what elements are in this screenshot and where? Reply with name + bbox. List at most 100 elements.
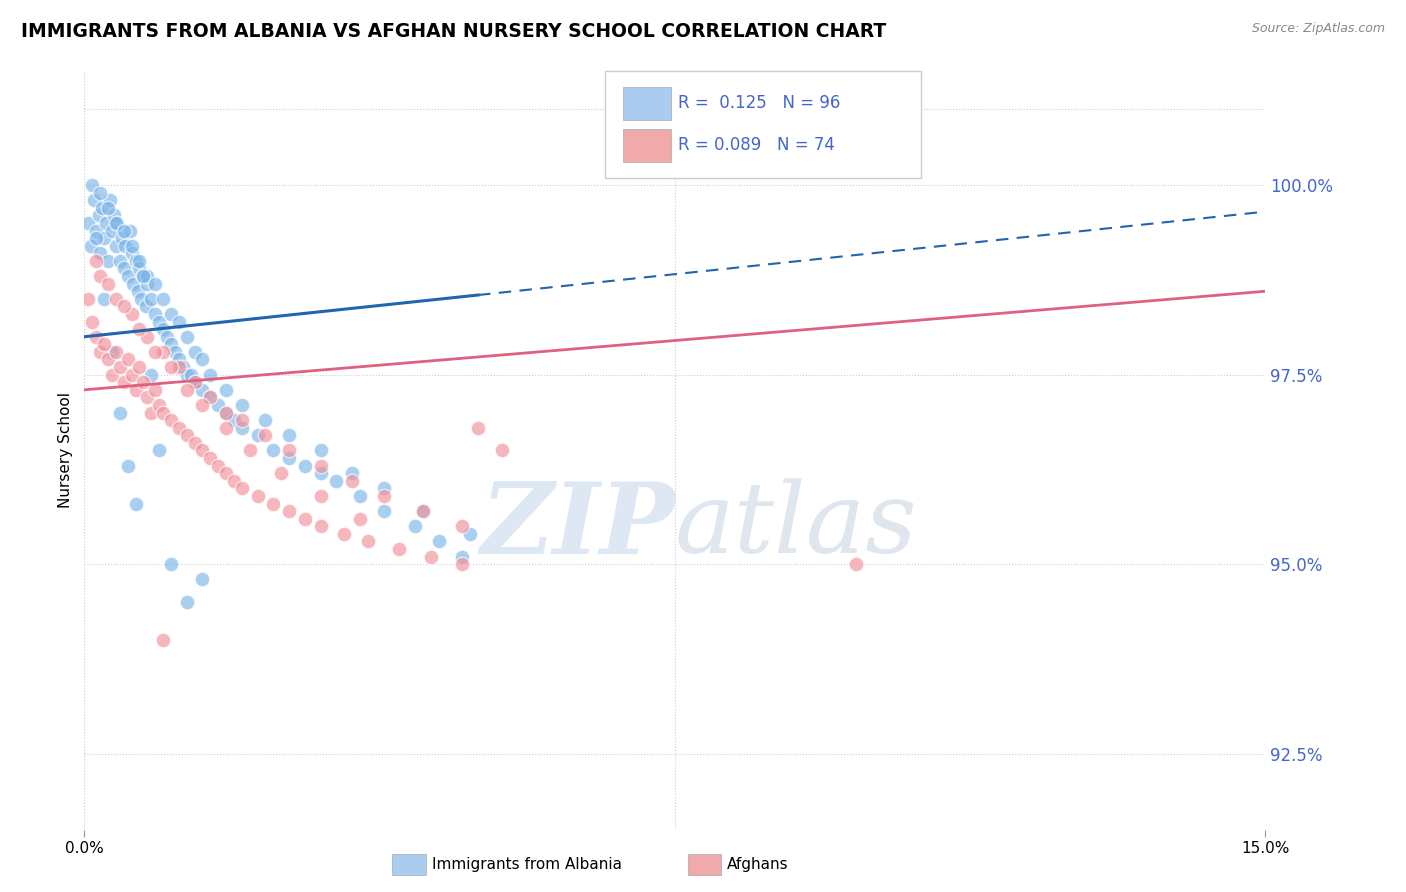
Point xyxy=(845,558,868,572)
Point xyxy=(104,345,127,359)
Point xyxy=(107,216,129,230)
Point xyxy=(141,292,163,306)
Point xyxy=(333,526,356,541)
Point xyxy=(132,269,155,284)
Point xyxy=(160,337,183,351)
Point xyxy=(246,489,269,503)
Point xyxy=(340,467,363,481)
Point xyxy=(262,497,284,511)
Text: atlas: atlas xyxy=(675,479,918,574)
Point xyxy=(491,443,513,458)
Point xyxy=(112,300,135,314)
Point xyxy=(231,398,253,412)
Point xyxy=(96,216,118,230)
Point xyxy=(167,314,190,328)
Point xyxy=(97,277,120,291)
Point xyxy=(114,239,136,253)
Point xyxy=(97,254,120,268)
Point xyxy=(340,474,363,488)
Point xyxy=(101,224,124,238)
Point xyxy=(117,458,139,473)
Text: ZIP: ZIP xyxy=(479,478,675,574)
Point xyxy=(215,406,238,420)
Point xyxy=(135,300,157,314)
Point xyxy=(451,549,474,564)
Point xyxy=(97,201,120,215)
Point xyxy=(111,231,134,245)
Point xyxy=(128,254,150,268)
Point xyxy=(160,360,183,375)
Point xyxy=(373,504,395,518)
Point xyxy=(141,406,163,420)
Point xyxy=(419,549,441,564)
Point xyxy=(103,209,125,223)
Point xyxy=(82,178,104,193)
Point xyxy=(108,360,131,375)
Text: Immigrants from Albania: Immigrants from Albania xyxy=(432,857,621,871)
Point xyxy=(122,277,145,291)
Point xyxy=(152,633,174,648)
Point xyxy=(309,519,332,533)
Point xyxy=(101,368,124,382)
Point xyxy=(121,239,143,253)
Point xyxy=(349,489,371,503)
Point xyxy=(84,330,107,344)
Point xyxy=(180,368,202,382)
Point xyxy=(84,231,107,245)
Point xyxy=(412,504,434,518)
Point xyxy=(152,322,174,336)
Point xyxy=(215,383,238,397)
Text: R =  0.125   N = 96: R = 0.125 N = 96 xyxy=(678,94,839,112)
Point xyxy=(93,337,115,351)
Point xyxy=(239,443,262,458)
Point xyxy=(152,345,174,359)
Point xyxy=(112,375,135,389)
Point xyxy=(176,368,198,382)
Point xyxy=(309,467,332,481)
Point xyxy=(101,345,124,359)
Point xyxy=(148,314,170,328)
Point xyxy=(160,558,183,572)
Point xyxy=(108,406,131,420)
Point xyxy=(77,216,100,230)
Point xyxy=(231,421,253,435)
Point xyxy=(152,406,174,420)
Point xyxy=(373,481,395,495)
Point xyxy=(124,254,146,268)
Point xyxy=(82,314,104,328)
Point xyxy=(404,519,426,533)
Point xyxy=(167,360,190,375)
Point xyxy=(89,186,111,200)
Point xyxy=(270,467,292,481)
Y-axis label: Nursery School: Nursery School xyxy=(58,392,73,508)
Point xyxy=(427,534,450,549)
Point xyxy=(176,428,198,442)
Point xyxy=(143,383,166,397)
Point xyxy=(183,375,205,389)
Point xyxy=(200,368,222,382)
Point xyxy=(183,375,205,389)
Point xyxy=(215,421,238,435)
Point xyxy=(121,307,143,321)
Point xyxy=(176,330,198,344)
Point xyxy=(325,474,347,488)
Point xyxy=(132,375,155,389)
Point xyxy=(309,489,332,503)
Point xyxy=(309,458,332,473)
Point xyxy=(349,512,371,526)
Point xyxy=(79,239,101,253)
Point xyxy=(176,595,198,609)
Point xyxy=(412,504,434,518)
Point xyxy=(128,360,150,375)
Point xyxy=(278,504,301,518)
Point xyxy=(93,292,115,306)
Text: Source: ZipAtlas.com: Source: ZipAtlas.com xyxy=(1251,22,1385,36)
Point xyxy=(215,406,238,420)
Point xyxy=(222,474,245,488)
Point xyxy=(148,443,170,458)
Point xyxy=(357,534,380,549)
Point xyxy=(167,352,190,367)
Point xyxy=(309,443,332,458)
Point xyxy=(112,224,135,238)
Point xyxy=(143,277,166,291)
